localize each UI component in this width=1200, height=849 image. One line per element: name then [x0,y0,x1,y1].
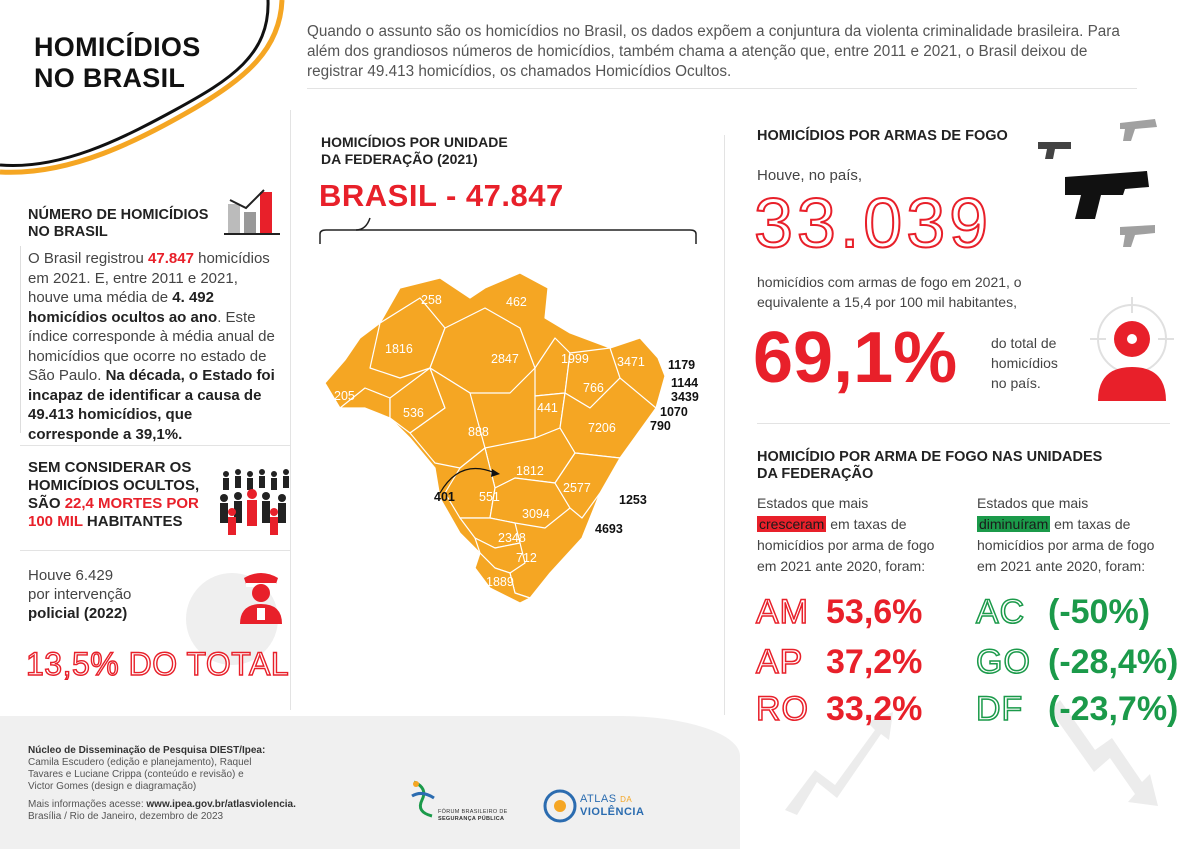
decrease-text: Estados que mais diminuíram em taxas de … [977,495,1155,574]
numero-heading: NÚMERO DE HOMICÍDIOS NO BRASIL [28,207,209,240]
map-label: 712 [516,551,537,565]
numero-text: O Brasil registrou 47.847 homicídios em … [28,250,275,443]
brace-decoration [319,217,697,244]
crowd-icon [220,469,289,535]
divider [724,135,725,715]
arrow-down-icon [1050,700,1158,806]
map-heading: HOMICÍDIOS POR UNIDADE DA FEDERAÇÃO (202… [321,134,508,167]
map-label: 3471 [617,355,645,369]
gun-icon [1038,119,1157,247]
atlas-logo-text: ATLAS DA VIOLÊNCIA [580,793,645,818]
intervencao-text: Houve 6.429 por intervenção policial (20… [28,567,132,622]
increase-value: 37,2% [826,643,923,681]
decrease-uf: AC [975,592,1026,632]
fbsp-logo-text: FÓRUM BRASILEIRO DE SEGURANÇA PÚBLICA [438,809,508,822]
map-label: 766 [583,381,604,395]
uf-heading: HOMICÍDIO POR ARMA DE FOGO NAS UNIDADES … [757,449,1103,482]
map-label: 1999 [561,352,589,366]
map-label: 1816 [385,342,413,356]
map-label: 536 [403,406,424,420]
increase-uf: RO [755,689,809,729]
firearms-total: 33.039 [753,184,993,262]
divider [307,88,1137,89]
firearms-pct-desc: do total de homicídios no país. [991,335,1058,391]
intro-text: Quando o assunto são os homicídios no Br… [307,23,1120,80]
police-officer-icon [240,573,282,624]
map-label: 258 [421,293,442,307]
firearms-desc: homicídios com armas de fogo em 2021, o … [757,274,1022,310]
decrease-value: (-28,4%) [1048,643,1179,681]
footer-credits: Núcleo de Disseminação de Pesquisa DIEST… [28,745,296,822]
title-wave-decoration [0,0,285,175]
left-bar [20,246,21,433]
brazil-map [324,272,666,604]
page-title: HOMICÍDIOS NO BRASIL [34,32,201,93]
increase-uf: AM [755,592,809,632]
map-label: 2348 [498,531,526,545]
decrease-uf: DF [975,689,1024,729]
increase-value: 53,6% [826,593,923,631]
decrease-value: (-50%) [1048,593,1151,631]
divider [290,110,291,710]
map-label: 401 [434,490,455,504]
footer-background [0,716,740,849]
decrease-uf: GO [975,642,1031,682]
map-label: 205 [334,389,355,403]
brasil-total: BRASIL - 47.847 [319,178,564,213]
map-label: 3439 [671,390,699,404]
firearms-intro: Houve, no país, [757,167,863,184]
atlas-link[interactable]: www.ipea.gov.br/atlasviolencia. [146,799,296,810]
atlas-logo-icon [543,789,577,823]
map-label: 888 [468,425,489,439]
map-label: 441 [537,401,558,415]
target-person-icon [1090,297,1174,401]
map-label: 7206 [588,421,616,435]
firearms-heading: HOMICÍDIOS POR ARMAS DE FOGO [757,128,1008,144]
increase-text: Estados que mais cresceram em taxas de h… [757,495,935,574]
map-label: 2847 [491,352,519,366]
map-label: 2577 [563,481,591,495]
map-label: 1179 [668,358,696,372]
map-label: 1070 [660,405,688,419]
map-label: 790 [650,419,671,433]
firearms-percent: 69,1% [753,318,958,398]
map-label: 4693 [595,522,623,536]
decrease-value: (-23,7%) [1048,690,1179,728]
map-label: 1812 [516,464,544,478]
divider [757,423,1170,424]
map-label: 1144 [671,376,699,390]
divider [20,445,290,446]
arrow-up-icon [785,712,893,815]
map-label: 1253 [619,493,647,507]
bar-chart-icon [224,189,280,235]
increase-uf: AP [755,642,804,682]
divider [20,550,290,551]
increase-value: 33,2% [826,690,923,728]
map-label: 3094 [522,507,550,521]
map-label: 462 [506,295,527,309]
map-label: 551 [479,490,500,504]
intervencao-total: 13,5% DO TOTAL [25,645,290,682]
map-label: 1889 [486,575,514,589]
sem-considerar-text: SEM CONSIDERAR OS HOMICÍDIOS OCULTOS, SÃ… [28,459,200,530]
fbsp-logo-icon [411,780,435,818]
